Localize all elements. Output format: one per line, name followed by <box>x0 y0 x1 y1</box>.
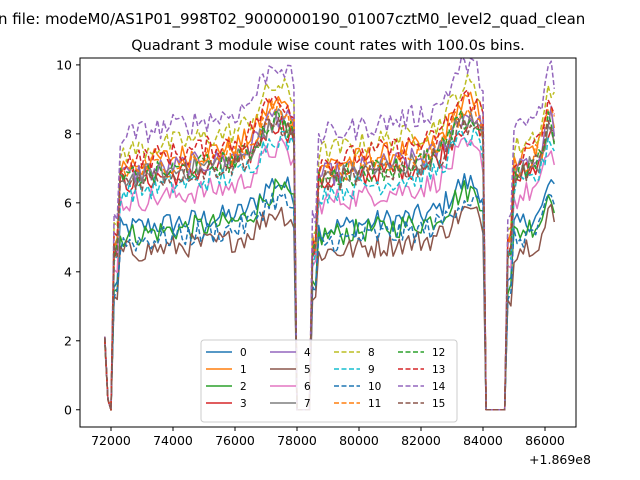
legend-label-5: 5 <box>304 364 311 376</box>
legend-label-1: 1 <box>240 364 247 376</box>
y-tick-label: 4 <box>64 264 72 279</box>
legend-label-13: 13 <box>432 364 445 376</box>
legend-label-2: 2 <box>240 381 247 393</box>
legend-box <box>200 339 458 423</box>
x-tick-label: 82000 <box>401 433 441 448</box>
legend-label-8: 8 <box>368 347 375 359</box>
y-tick-label: 2 <box>64 333 72 348</box>
x-tick-label: 78000 <box>277 433 317 448</box>
legend-label-6: 6 <box>304 381 311 393</box>
x-tick-label: 86000 <box>525 433 565 448</box>
series-line-14 <box>104 57 556 411</box>
legend-label-14: 14 <box>432 381 446 393</box>
legend-label-4: 4 <box>304 347 311 359</box>
x-tick-label: 80000 <box>339 433 379 448</box>
legend-label-12: 12 <box>432 347 445 359</box>
x-tick-label: 74000 <box>153 433 193 448</box>
legend-label-7: 7 <box>304 398 311 410</box>
y-tick-label: 0 <box>64 402 72 417</box>
series-line-15 <box>104 116 555 411</box>
series-line-11 <box>104 98 555 411</box>
x-tick-label: 84000 <box>463 433 503 448</box>
series-line-0 <box>104 173 555 411</box>
x-tick-label: 72000 <box>91 433 131 448</box>
series-line-10 <box>104 192 556 411</box>
legend-label-11: 11 <box>368 398 381 410</box>
series-line-13 <box>104 89 556 411</box>
series-line-4 <box>104 105 556 411</box>
series-line-9 <box>104 127 555 411</box>
legend-label-9: 9 <box>368 364 375 376</box>
chart-title: Quadrant 3 module wise count rates with … <box>131 38 525 54</box>
series-line-5 <box>104 203 556 411</box>
y-tick-label: 8 <box>64 126 72 141</box>
series-line-2 <box>104 178 556 411</box>
legend-label-3: 3 <box>240 398 247 410</box>
y-tick-label: 6 <box>64 195 72 210</box>
series-line-8 <box>104 73 555 411</box>
x-tick-label: 76000 <box>215 433 255 448</box>
ticks-layer: 72000 74000 76000 78000 80000 82000 84000 86000… <box>56 57 565 448</box>
axes-frame <box>79 57 577 428</box>
legend-label-15: 15 <box>432 398 445 410</box>
legend-label-10: 10 <box>368 381 381 393</box>
series-layer <box>104 57 556 411</box>
x-offset-label: +1.869e8 <box>529 452 591 467</box>
legend-label-0: 0 <box>240 347 247 359</box>
figure-suptitle: n file: modeM0/AS1P01_998T02_9000000190_… <box>0 10 585 29</box>
y-tick-label: 10 <box>56 57 72 72</box>
